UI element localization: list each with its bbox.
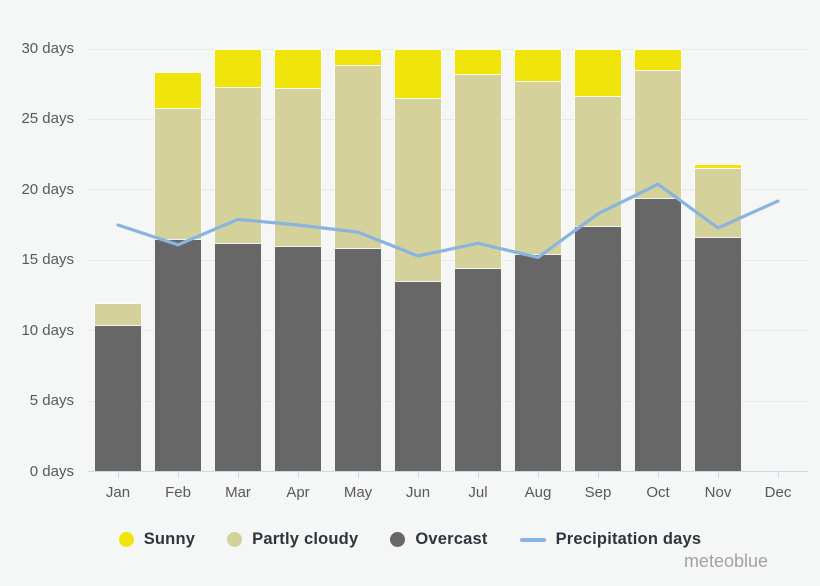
y-label-0-days: 0 days: [29, 462, 74, 480]
bar-jan: [94, 303, 142, 471]
bar-oct: [634, 48, 682, 472]
bar-sep: [574, 48, 622, 472]
legend-dot-icon: [390, 532, 406, 547]
gridline-30: [88, 48, 808, 50]
bar-segment-feb-overcast: [154, 238, 202, 471]
gridline-5: [88, 400, 808, 402]
x-tick-may: [358, 472, 359, 478]
x-label-oct: Oct: [646, 484, 670, 501]
legend-label: Partly cloudy: [252, 530, 359, 548]
bar-segment-jul-sunny: [454, 48, 502, 74]
legend-dot-icon: [118, 532, 134, 547]
y-label-15-days: 15 days: [21, 251, 74, 269]
x-label-feb: Feb: [165, 484, 191, 501]
legend-dot-icon: [227, 532, 243, 547]
bar-aug: [514, 48, 562, 472]
bar-apr: [274, 48, 322, 472]
x-label-nov: Nov: [704, 484, 732, 501]
x-tick-mar: [238, 472, 239, 478]
x-tick-feb: [178, 472, 179, 478]
bar-mar: [214, 48, 262, 472]
bar-segment-aug-partly-cloudy: [514, 80, 562, 255]
x-label-sep: Sep: [584, 484, 612, 501]
x-tick-oct: [658, 472, 659, 478]
gridline-25: [88, 118, 808, 120]
bar-jun: [394, 48, 442, 472]
bar-segment-may-sunny: [334, 48, 382, 66]
bar-nov: [694, 164, 742, 471]
bar-segment-sep-sunny: [574, 48, 622, 97]
bar-may: [334, 48, 382, 472]
x-tick-jul: [478, 472, 479, 478]
bar-jul: [454, 48, 502, 472]
bar-segment-jul-overcast: [454, 268, 502, 472]
x-label-jan: Jan: [105, 484, 131, 501]
y-label-30-days: 30 days: [21, 40, 74, 57]
bar-segment-apr-partly-cloudy: [274, 87, 322, 246]
bar-segment-mar-overcast: [214, 242, 262, 471]
y-label-5-days: 5 days: [29, 392, 74, 410]
legend-label: Overcast: [415, 530, 488, 548]
bar-segment-nov-sunny: [694, 164, 742, 169]
x-label-aug: Aug: [524, 484, 552, 501]
x-label-jun: Jun: [405, 484, 431, 501]
bar-segment-feb-partly-cloudy: [154, 107, 202, 239]
bar-segment-jul-partly-cloudy: [454, 73, 502, 269]
legend-label: Precipitation days: [555, 530, 702, 548]
x-tick-sep: [598, 472, 599, 478]
legend-dash-icon: [519, 537, 546, 542]
bar-segment-aug-sunny: [514, 48, 562, 81]
x-label-apr: Apr: [286, 484, 310, 501]
bar-segment-may-overcast: [334, 248, 382, 471]
legend-item-precipitation-days: Precipitation days: [519, 530, 702, 549]
bar-segment-mar-partly-cloudy: [214, 86, 262, 243]
legend-label: Sunny: [143, 530, 196, 548]
bar-segment-jan-partly-cloudy: [94, 303, 142, 325]
bar-segment-oct-partly-cloudy: [634, 69, 682, 198]
bar-segment-jun-overcast: [394, 280, 442, 471]
watermark-meteoblue: meteoblue: [683, 551, 768, 571]
bar-segment-sep-partly-cloudy: [574, 96, 622, 226]
x-tick-jun: [418, 472, 419, 478]
x-tick-jan: [118, 472, 119, 478]
bar-segment-apr-overcast: [274, 245, 322, 471]
x-label-may: May: [343, 484, 373, 501]
legend-item-partly-cloudy: Partly cloudy: [227, 530, 358, 549]
bar-segment-sep-overcast: [574, 225, 622, 471]
legend-item-sunny: Sunny: [118, 530, 196, 549]
gridline-10: [88, 330, 808, 332]
bar-segment-aug-overcast: [514, 254, 562, 471]
bar-segment-apr-sunny: [274, 48, 322, 88]
bar-segment-jun-sunny: [394, 48, 442, 98]
plot-area: [88, 0, 808, 486]
x-tick-apr: [298, 472, 299, 478]
legend: Sunny Partly cloudy Overcast Precipitation …: [0, 530, 820, 549]
x-label-dec: Dec: [764, 484, 792, 501]
legend-item-overcast: Overcast: [390, 530, 487, 549]
bar-segment-oct-overcast: [634, 197, 682, 471]
x-label-jul: Jul: [468, 484, 488, 501]
bar-segment-oct-sunny: [634, 48, 682, 70]
bar-feb: [154, 72, 202, 471]
bar-segment-nov-overcast: [694, 237, 742, 471]
y-label-25-days: 25 days: [21, 110, 74, 128]
x-tick-nov: [718, 472, 719, 478]
bar-segment-jan-overcast: [94, 324, 142, 471]
x-label-mar: Mar: [225, 484, 251, 501]
y-label-10-days: 10 days: [21, 321, 74, 339]
bar-segment-feb-sunny: [154, 72, 202, 108]
x-tick-dec: [778, 472, 779, 478]
x-axis-line: [88, 471, 808, 472]
bar-segment-jun-partly-cloudy: [394, 97, 442, 281]
bar-segment-mar-sunny: [214, 48, 262, 87]
x-tick-aug: [538, 472, 539, 478]
gridline-15: [88, 259, 808, 261]
y-label-20-days: 20 days: [21, 180, 74, 198]
bar-segment-nov-partly-cloudy: [694, 168, 742, 238]
bar-segment-may-partly-cloudy: [334, 65, 382, 249]
